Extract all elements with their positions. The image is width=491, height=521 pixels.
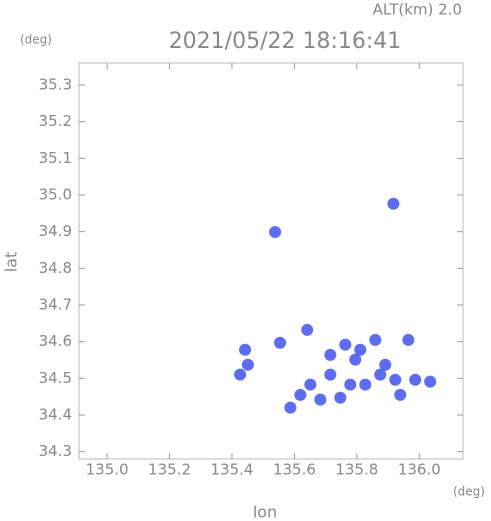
echo-point	[294, 388, 307, 401]
echo-point	[349, 353, 362, 366]
echo-point	[234, 368, 247, 381]
echo-point	[241, 358, 254, 371]
x-tick-label: 135.2	[148, 461, 191, 479]
x-tick-label: 136.0	[398, 461, 441, 479]
echo-point	[424, 375, 437, 388]
chart-title: 2021/05/22 18:16:41	[169, 29, 402, 54]
y-axis-label: lat	[2, 252, 21, 273]
echo-point	[334, 391, 347, 404]
echo-point	[314, 393, 327, 406]
echo-point	[402, 333, 415, 346]
y-tick-label: 34.4	[39, 406, 72, 424]
echo-point	[409, 373, 422, 386]
y-tick-label: 34.5	[39, 369, 72, 387]
echo-point	[389, 373, 402, 386]
y-tick-label: 34.3	[39, 442, 72, 460]
echo-point	[359, 378, 372, 391]
echo-point	[369, 333, 382, 346]
echo-point	[344, 378, 357, 391]
echo-point	[324, 348, 337, 361]
echo-point	[374, 368, 387, 381]
y-tick-label: 35.3	[39, 76, 72, 94]
echo-point	[387, 197, 400, 210]
altitude-label: ALT(km) 2.0	[373, 1, 462, 19]
x-unit: (deg)	[453, 485, 485, 499]
x-axis-label: lon	[253, 503, 277, 521]
echo-point	[394, 388, 407, 401]
y-tick-label: 34.9	[39, 222, 72, 240]
x-tick-label: 135.0	[86, 461, 129, 479]
x-tick-label: 135.4	[210, 461, 253, 479]
y-tick-label: 35.2	[39, 112, 72, 130]
echo-point	[324, 368, 337, 381]
echo-point	[239, 343, 252, 356]
echo-point	[301, 323, 314, 336]
echo-point	[339, 338, 352, 351]
echo-point	[269, 226, 282, 239]
y-tick-label: 34.6	[39, 332, 72, 350]
plot-frame	[78, 62, 464, 460]
echo-point	[304, 378, 317, 391]
echo-point	[274, 336, 287, 349]
y-tick-label: 35.0	[39, 186, 72, 204]
x-tick-label: 135.8	[335, 461, 378, 479]
echo-point	[379, 358, 392, 371]
y-tick-label: 35.1	[39, 149, 72, 167]
echo-point	[354, 343, 367, 356]
x-tick-label: 135.6	[273, 461, 316, 479]
y-tick-label: 34.8	[39, 259, 72, 277]
y-tick-label: 34.7	[39, 296, 72, 314]
echo-point	[284, 401, 297, 414]
y-unit: (deg)	[20, 33, 52, 47]
